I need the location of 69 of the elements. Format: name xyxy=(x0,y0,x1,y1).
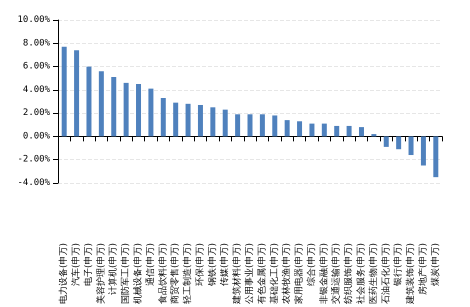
x-tick-label: 国防军工(申万) xyxy=(120,242,132,304)
x-tick-label: 农林牧渔(申万) xyxy=(281,242,292,304)
x-tick-label: 基础化工(申万) xyxy=(268,242,280,304)
bar xyxy=(297,121,302,136)
x-tick-label: 电力设备(申万) xyxy=(58,242,70,304)
bar xyxy=(62,46,67,136)
bar xyxy=(160,98,166,136)
bar xyxy=(173,102,178,136)
y-tick-label: -4.00% xyxy=(17,178,51,188)
bar xyxy=(148,88,154,136)
x-tick-label: 建筑材料(申万) xyxy=(232,242,243,306)
bar xyxy=(420,136,426,166)
bar xyxy=(210,107,216,136)
x-tick-label: 银行(申万) xyxy=(392,242,404,288)
bar xyxy=(124,82,129,136)
x-tick-label: 传媒(申万) xyxy=(219,242,230,286)
y-tick-label: 6.00% xyxy=(22,62,51,72)
x-tick-label: 公用事业(申万) xyxy=(244,242,255,304)
bar xyxy=(384,136,389,147)
x-tick-label: 非银金融(申万) xyxy=(318,242,330,304)
bar xyxy=(111,77,116,136)
bar xyxy=(433,136,438,178)
bar xyxy=(396,136,402,150)
x-tick-label: 医药生物(申万) xyxy=(368,242,379,304)
x-tick-label: 石油石化(申万) xyxy=(380,242,392,304)
bar xyxy=(322,124,327,136)
bar xyxy=(198,104,203,136)
bar xyxy=(272,115,278,136)
y-tick-label: 0.00% xyxy=(22,131,51,142)
x-tick-label: 交通运输(申万) xyxy=(330,242,342,304)
x-tick-label: 美容护理(申万) xyxy=(95,242,106,304)
bar xyxy=(309,124,314,136)
x-tick-label: 机械设备(申万) xyxy=(132,242,144,304)
bar xyxy=(284,120,290,136)
x-tick-label: 轻工制造(申万) xyxy=(182,242,194,304)
x-tick-label: 建筑装饰(申万) xyxy=(405,242,416,306)
x-tick-label: 通信(申万) xyxy=(144,242,156,286)
bar xyxy=(248,114,252,136)
y-tick-label: 4.00% xyxy=(22,84,51,95)
x-tick-label: 社会服务(申万) xyxy=(355,242,366,304)
x-tick-label: 计算机(申万) xyxy=(108,242,119,296)
bar xyxy=(222,110,228,136)
y-tick-label: -2.00% xyxy=(17,154,51,165)
x-tick-label: 房地产(申万) xyxy=(417,242,428,296)
bar xyxy=(408,136,414,156)
x-tick-label: 电子(申万) xyxy=(82,242,94,286)
x-tick-label: 环保(申万) xyxy=(194,242,206,286)
bar xyxy=(186,104,191,136)
x-tick-label: 纺织服饰(申万) xyxy=(343,242,354,304)
bar xyxy=(74,50,80,136)
y-tick-label: 8.00% xyxy=(22,38,51,48)
x-tick-label: 综合(申万) xyxy=(306,242,317,286)
y-tick-label: 2.00% xyxy=(22,108,51,118)
bar xyxy=(334,126,340,136)
y-tick-label: 10.00% xyxy=(17,15,51,25)
bar xyxy=(98,71,104,136)
bar xyxy=(136,84,142,136)
bar xyxy=(235,114,240,136)
x-tick-label: 商贸零售(申万) xyxy=(170,242,181,304)
x-tick-label: 食品饮料(申万) xyxy=(157,242,168,304)
x-tick-label: 钢铁(申万) xyxy=(206,242,218,288)
x-tick-label: 煤炭(申万) xyxy=(430,242,441,286)
bar xyxy=(260,114,265,136)
bar xyxy=(346,126,352,136)
x-tick-label: 汽车(申万) xyxy=(70,242,82,286)
x-tick-label: 家用电器(申万) xyxy=(294,242,305,304)
bar xyxy=(86,66,92,136)
x-tick-label: 有色金属(申万) xyxy=(256,242,268,304)
bar xyxy=(358,127,364,136)
